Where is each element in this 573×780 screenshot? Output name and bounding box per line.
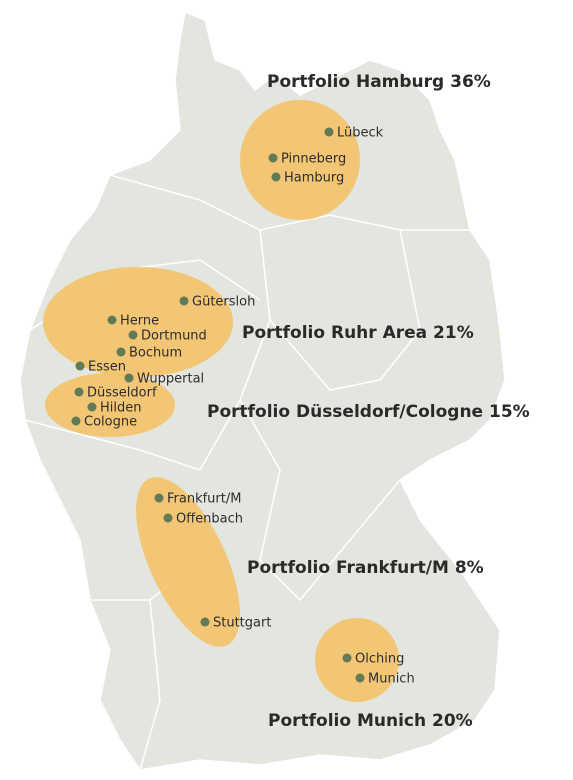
portfolio-label: Portfolio Hamburg 36% [267,72,491,92]
city-dot [200,617,210,627]
portfolio-label: Portfolio Munich 20% [268,711,473,731]
city-dot [163,513,173,523]
city-dot [116,347,126,357]
city-dot [74,387,84,397]
city-dot [154,493,164,503]
city-label: Herne [120,314,159,329]
area-frankfurt [136,477,240,647]
city-label: Bochum [129,346,182,361]
city-label: Essen [88,360,126,375]
city-dot [355,673,365,683]
state-borders [24,174,470,771]
city-dot [87,402,97,412]
city-dot [128,330,138,340]
city-dot [71,416,81,426]
city-label: Olching [355,652,404,667]
city-label: Gütersloh [192,295,255,310]
city-dot [75,361,85,371]
city-label: Pinneberg [281,152,346,167]
city-dot [107,315,117,325]
city-label: Hilden [100,401,142,416]
city-dot [271,172,281,182]
city-label: Wuppertal [137,372,204,387]
city-dot [324,127,334,137]
city-dot [268,153,278,163]
city-label: Hamburg [284,171,344,186]
country-outline [19,10,506,771]
city-label: Frankfurt/M [167,492,241,507]
city-label: Dortmund [141,329,207,344]
city-dot [179,296,189,306]
area-munich [315,618,399,702]
city-label: Stuttgart [213,616,271,631]
portfolio-label: Portfolio Düsseldorf/Cologne 15% [207,402,530,422]
city-label: Cologne [84,415,137,430]
city-label: Munich [368,672,415,687]
city-label: Lübeck [337,126,384,141]
city-dot [342,653,352,663]
area-ruhr [43,267,233,377]
city-label: Düsseldorf [87,386,157,401]
portfolio-label: Portfolio Ruhr Area 21% [242,323,474,343]
city-dot [124,373,134,383]
portfolio-label: Portfolio Frankfurt/M 8% [247,558,484,578]
city-label: Offenbach [176,512,243,527]
